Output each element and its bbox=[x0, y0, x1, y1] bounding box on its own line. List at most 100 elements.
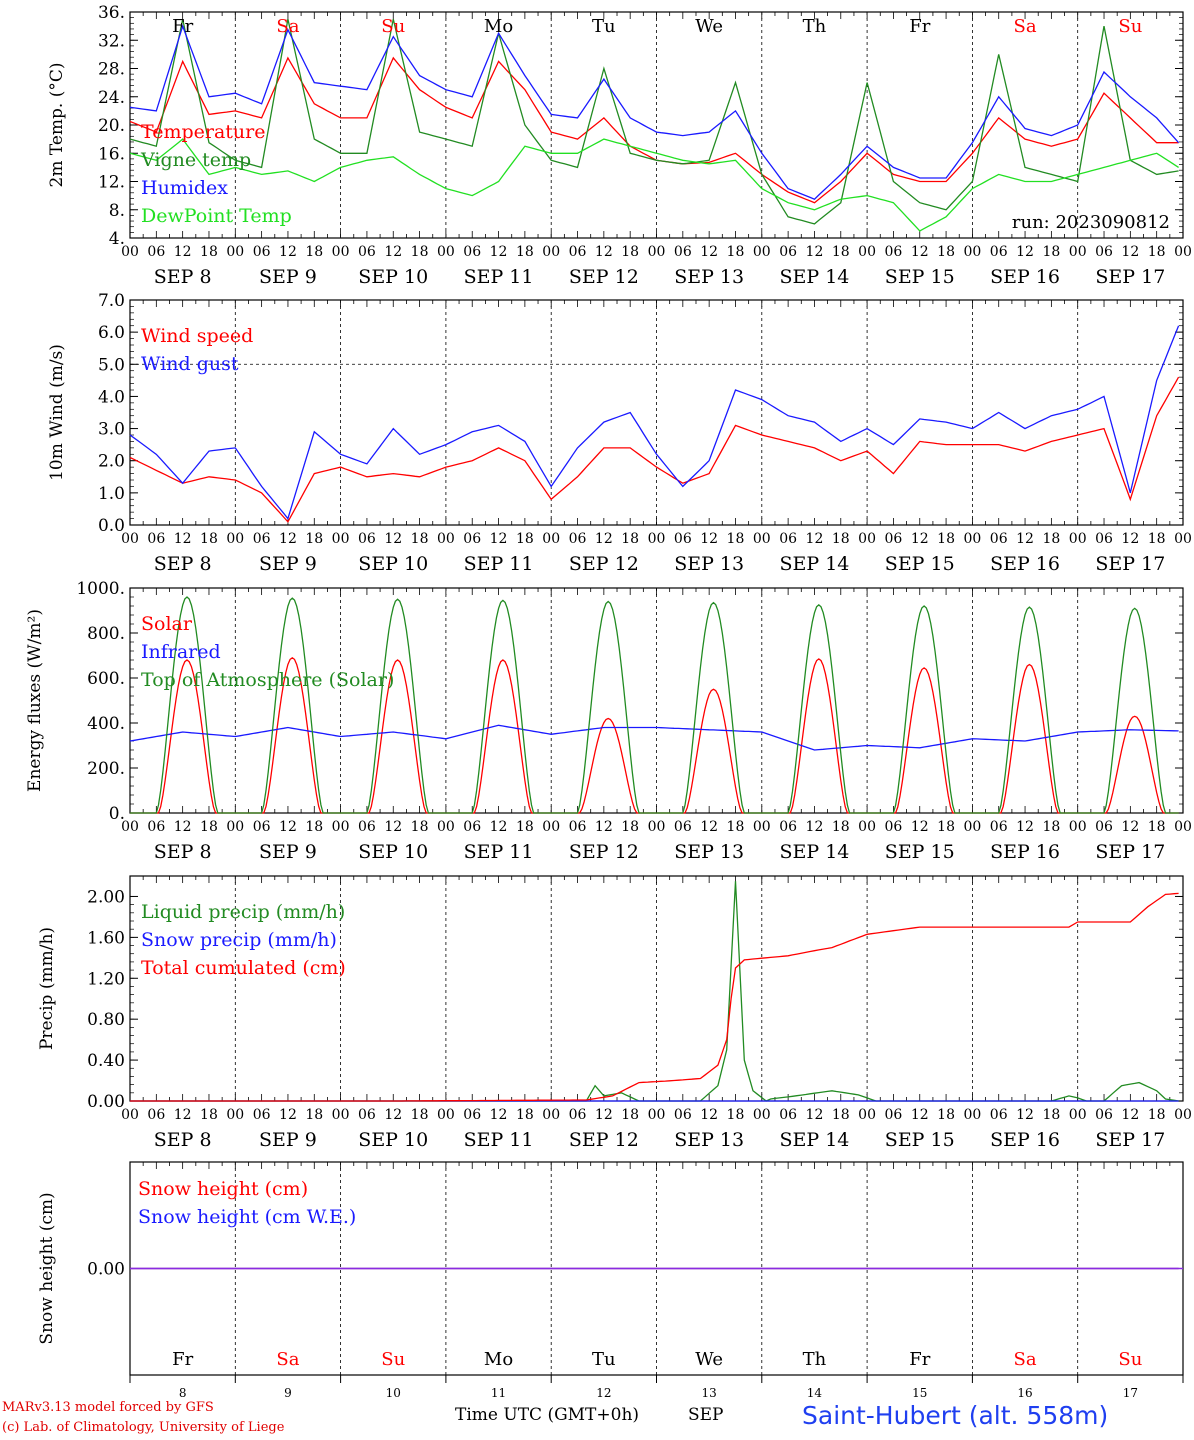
hour-tick-label: 06 bbox=[147, 1107, 165, 1123]
y-tick-label: 0.40 bbox=[87, 1051, 125, 1071]
hour-tick-label: 18 bbox=[200, 531, 218, 547]
hour-tick-label: 06 bbox=[463, 819, 481, 835]
y-axis-label: Energy fluxes (W/m²) bbox=[25, 609, 45, 792]
date-label: SEP 15 bbox=[885, 553, 955, 575]
date-label: SEP 13 bbox=[674, 841, 744, 863]
weekday-label: Mo bbox=[484, 1349, 513, 1370]
hour-tick-label: 06 bbox=[779, 819, 797, 835]
date-label: SEP 8 bbox=[154, 841, 212, 863]
month-label: SEP bbox=[688, 1405, 724, 1425]
date-label: SEP 14 bbox=[780, 1129, 850, 1151]
hour-tick-label: 18 bbox=[305, 244, 323, 260]
hour-tick-label: 00 bbox=[963, 531, 981, 547]
hour-tick-label: 12 bbox=[174, 244, 192, 260]
panel-temperature: 4. 8. 12. 16. 20. 24. 28. 32. 36. 2m Temp. (°C) Te… bbox=[47, 3, 1192, 288]
y-tick-label: 1000. bbox=[76, 579, 125, 599]
date-label: SEP 17 bbox=[1095, 841, 1165, 863]
hour-tick-label: 18 bbox=[621, 1107, 639, 1123]
hour-tick-label: 00 bbox=[753, 819, 771, 835]
hour-tick-label: 06 bbox=[147, 244, 165, 260]
y-tick-label: 0.00 bbox=[87, 1092, 125, 1112]
hour-tick-label: 06 bbox=[463, 1107, 481, 1123]
date-label: SEP 11 bbox=[464, 266, 534, 288]
date-label: SEP 12 bbox=[569, 553, 639, 575]
weekday-label: Su bbox=[1118, 1349, 1142, 1370]
hour-tick-label: 00 bbox=[332, 244, 350, 260]
hour-tick-label: 00 bbox=[226, 1107, 244, 1123]
hour-tick-label: 06 bbox=[674, 531, 692, 547]
day-number-label: 16 bbox=[1017, 1386, 1032, 1400]
hour-tick-label: 12 bbox=[700, 819, 718, 835]
hour-tick-label: 00 bbox=[437, 244, 455, 260]
hour-tick-label: 00 bbox=[332, 819, 350, 835]
model-credit: MARv3.13 model forced by GFS bbox=[2, 1400, 214, 1415]
hour-tick-label: 06 bbox=[253, 244, 271, 260]
hour-tick-label: 12 bbox=[384, 244, 402, 260]
day-number-label: 12 bbox=[596, 1386, 611, 1400]
panel-wind: 0.0 1.0 2.0 3.0 4.0 5.0 6.0 7.0 10m Wind (m/s) Wi… bbox=[47, 291, 1192, 575]
date-label: SEP 16 bbox=[990, 841, 1060, 863]
y-tick-label: 0. bbox=[109, 804, 125, 824]
date-label: SEP 9 bbox=[259, 1129, 317, 1151]
hour-tick-label: 06 bbox=[569, 244, 587, 260]
hour-tick-label: 00 bbox=[858, 244, 876, 260]
weekday-label: Fr bbox=[172, 1349, 193, 1370]
day-number-label: 13 bbox=[702, 1386, 717, 1400]
legend-entry: Wind gust bbox=[141, 353, 239, 375]
weekday-label: Sa bbox=[276, 1349, 299, 1370]
date-label: SEP 10 bbox=[358, 841, 428, 863]
hour-tick-label: 06 bbox=[885, 1107, 903, 1123]
hour-tick-label: 18 bbox=[937, 819, 955, 835]
hour-tick-label: 12 bbox=[490, 819, 508, 835]
hour-tick-label: 18 bbox=[516, 531, 534, 547]
hour-tick-label: 00 bbox=[437, 819, 455, 835]
hour-tick-label: 06 bbox=[779, 1107, 797, 1123]
y-tick-label: 0.00 bbox=[87, 1260, 125, 1280]
hour-tick-label: 12 bbox=[490, 1107, 508, 1123]
hour-tick-label: 18 bbox=[1148, 531, 1166, 547]
hour-tick-label: 12 bbox=[174, 531, 192, 547]
hour-tick-label: 06 bbox=[569, 531, 587, 547]
hour-tick-label: 12 bbox=[1121, 531, 1139, 547]
hour-tick-label: 06 bbox=[779, 531, 797, 547]
legend-entry: Snow precip (mm/h) bbox=[141, 929, 337, 951]
y-tick-label: 0.0 bbox=[98, 516, 125, 536]
weekday-label: Fr bbox=[909, 16, 930, 37]
y-axis-label: Precip (mm/h) bbox=[37, 927, 57, 1050]
hour-tick-label: 00 bbox=[437, 531, 455, 547]
hour-tick-label: 06 bbox=[1095, 819, 1113, 835]
hour-tick-label: 18 bbox=[832, 531, 850, 547]
hour-tick-label: 06 bbox=[463, 244, 481, 260]
hour-tick-label: 18 bbox=[621, 531, 639, 547]
hour-tick-label: 12 bbox=[911, 531, 929, 547]
date-label: SEP 8 bbox=[154, 553, 212, 575]
y-tick-label: 1.60 bbox=[87, 928, 125, 948]
hour-tick-label: 00 bbox=[121, 531, 139, 547]
date-label: SEP 16 bbox=[990, 1129, 1060, 1151]
weekday-label: Su bbox=[381, 1349, 405, 1370]
hour-tick-label: 12 bbox=[279, 244, 297, 260]
hour-tick-label: 12 bbox=[384, 1107, 402, 1123]
hour-tick-label: 06 bbox=[463, 531, 481, 547]
date-label: SEP 15 bbox=[885, 1129, 955, 1151]
hour-tick-label: 00 bbox=[1069, 819, 1087, 835]
hour-tick-label: 06 bbox=[253, 531, 271, 547]
legend-entry: Solar bbox=[141, 613, 193, 635]
series-line-dewpoint-temp bbox=[129, 138, 1179, 232]
hour-tick-label: 06 bbox=[779, 244, 797, 260]
date-label: SEP 14 bbox=[780, 553, 850, 575]
legend-entry: Humidex bbox=[141, 177, 228, 199]
legend-entry: Liquid precip (mm/h) bbox=[141, 901, 345, 923]
legend-entry: Infrared bbox=[141, 641, 221, 663]
hour-tick-label: 06 bbox=[147, 531, 165, 547]
series-line-wind-speed bbox=[129, 376, 1180, 523]
hour-tick-label: 00 bbox=[963, 1107, 981, 1123]
hour-tick-label: 18 bbox=[411, 1107, 429, 1123]
hour-tick-label: 12 bbox=[700, 531, 718, 547]
hour-tick-label: 12 bbox=[806, 1107, 824, 1123]
hour-tick-label: 00 bbox=[753, 244, 771, 260]
hour-tick-label: 06 bbox=[147, 819, 165, 835]
hour-tick-label: 00 bbox=[1174, 1107, 1192, 1123]
y-tick-label: 200. bbox=[87, 759, 125, 779]
hour-tick-label: 12 bbox=[1121, 819, 1139, 835]
